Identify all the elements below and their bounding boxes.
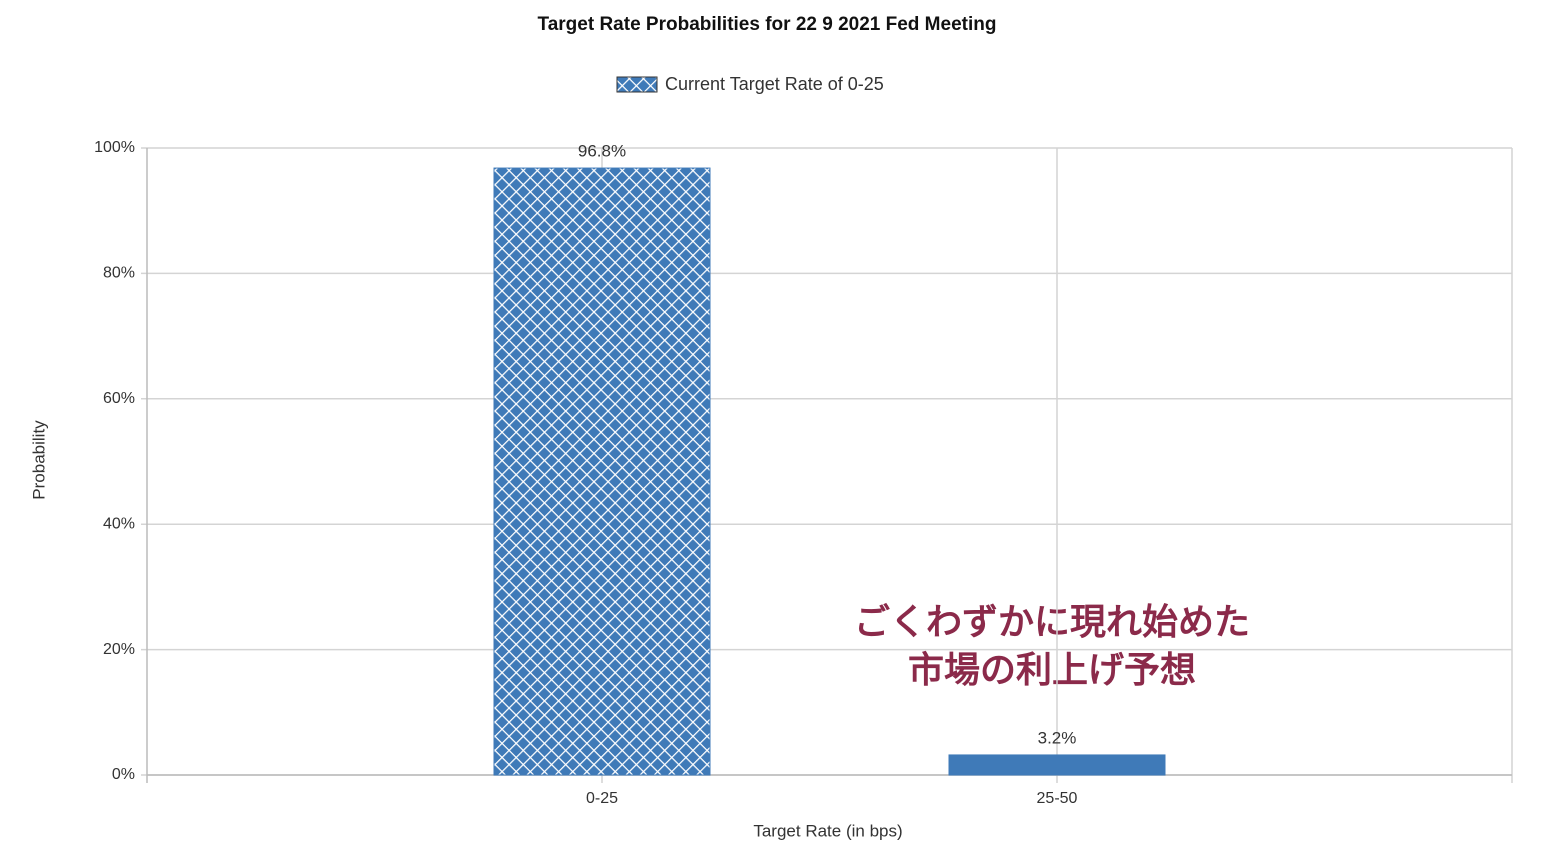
value-label: 3.2% [1038, 728, 1077, 747]
legend-label: Current Target Rate of 0-25 [665, 74, 884, 94]
annotation: 市場の利上げ予想 [908, 650, 1196, 691]
y-axis-label: Probability [29, 420, 48, 500]
bar [948, 754, 1166, 776]
x-tick-label: 0-25 [586, 790, 618, 807]
chart-title: Target Rate Probabilities for 22 9 2021 … [538, 14, 997, 35]
x-axis-label: Target Rate (in bps) [753, 821, 902, 840]
y-tick-label: 20% [103, 641, 135, 658]
bar [493, 167, 711, 776]
legend-swatch [616, 76, 658, 93]
value-label: 96.8% [578, 142, 626, 161]
y-tick-label: 80% [103, 265, 135, 282]
y-tick-label: 0% [112, 766, 135, 783]
annotation: ごくわずかに現れ始めた [854, 602, 1250, 643]
x-tick-label: 25-50 [1037, 790, 1078, 807]
y-tick-label: 40% [103, 515, 135, 532]
y-tick-label: 60% [103, 390, 135, 407]
y-tick-label: 100% [94, 139, 135, 156]
